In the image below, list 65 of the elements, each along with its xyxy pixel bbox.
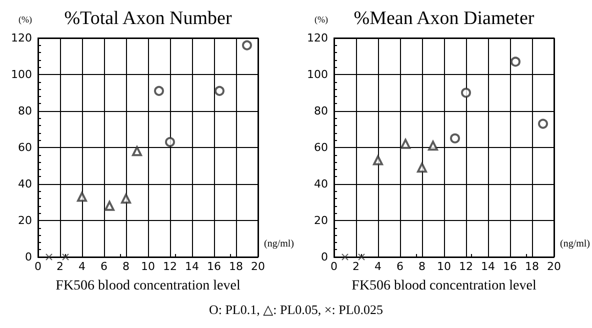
y-tick-label: 80: [314, 104, 328, 118]
x-tick-label: 2: [56, 260, 64, 273]
chart-title: %Mean Axon Diameter: [354, 8, 535, 29]
y-tick-label: 100: [307, 68, 328, 81]
x-tick-label: 16: [503, 260, 517, 273]
x-tick-label: 0: [330, 260, 338, 273]
x-tick-label: 6: [100, 260, 108, 273]
x-tick-label: 20: [547, 260, 561, 273]
x-tick-label: 8: [122, 260, 130, 273]
point: [510, 56, 520, 67]
x-tick-label: 14: [481, 260, 495, 273]
x-tick-label: 0: [34, 260, 42, 273]
y-tick-label: 40: [314, 178, 328, 190]
point: [62, 254, 69, 260]
text: (ng/ml): [560, 238, 590, 250]
point: [154, 86, 164, 96]
point: [342, 254, 348, 260]
point: [165, 137, 175, 148]
x-tick-label: 10: [437, 260, 451, 273]
x-tick-label: 18: [525, 260, 539, 273]
point: [538, 118, 548, 129]
x-tick-label: 4: [78, 260, 86, 273]
y-tick-label: 120: [11, 32, 32, 44]
point: [121, 194, 131, 204]
x-tick-label: 12: [163, 260, 177, 273]
point: [242, 40, 252, 50]
y-tick-label: 60: [314, 141, 328, 154]
x-tick-label: 14: [185, 260, 199, 273]
point: [461, 88, 471, 98]
y-tick-label: 40: [18, 178, 32, 190]
x-tick-label: 18: [229, 260, 243, 273]
x-tick-label: 4: [374, 260, 382, 273]
y-tick-label: 60: [18, 141, 32, 154]
y-tick-label: 0: [321, 250, 328, 264]
y-tick-label: 100: [11, 68, 32, 81]
x-tick-label: 8: [418, 260, 426, 273]
y-tick-label: 80: [18, 104, 32, 118]
point: [450, 133, 460, 144]
x-axis-title: FK506 blood concentration level: [352, 278, 536, 294]
point: [46, 254, 52, 260]
text: (ng/ml): [264, 238, 294, 250]
x-tick-label: 20: [251, 260, 265, 273]
point: [358, 254, 365, 260]
text: O: PL0.1, △: PL0.05, ×: PL0.025: [208, 301, 384, 319]
x-tick-label: 16: [207, 260, 221, 273]
point: [400, 138, 410, 149]
chart-title: %Total Axon Number: [64, 8, 232, 29]
y-tick-label: 0: [25, 250, 32, 264]
x-tick-label: 12: [459, 260, 473, 273]
y-tick-label: 120: [307, 32, 328, 44]
point: [428, 140, 438, 151]
point: [132, 146, 142, 156]
x-tick-label: 10: [141, 260, 155, 273]
y-tick-label: 20: [314, 214, 328, 227]
x-axis-title: FK506 blood concentration level: [56, 278, 240, 294]
y-axis-title: (%): [314, 14, 328, 24]
point: [104, 200, 114, 211]
point: [77, 192, 87, 202]
point: [214, 86, 224, 96]
y-tick-label: 20: [18, 214, 32, 227]
x-tick-label: 6: [396, 260, 404, 273]
point: [373, 155, 383, 166]
point: [417, 162, 427, 173]
y-axis-title: (%): [18, 14, 32, 24]
x-tick-label: 2: [352, 260, 360, 273]
